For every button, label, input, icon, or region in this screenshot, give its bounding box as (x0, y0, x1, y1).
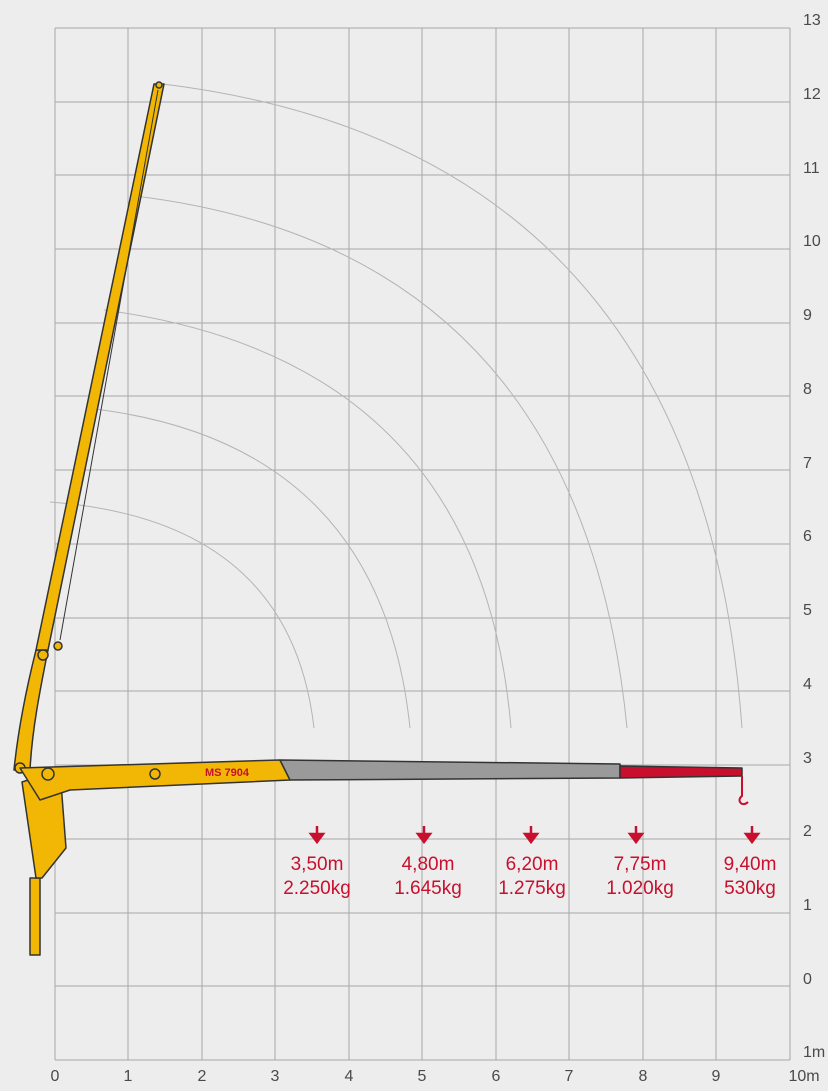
jib-extension (619, 765, 743, 779)
raised-boom-edge (59, 89, 159, 641)
y-tick: 8 (803, 381, 812, 398)
crane-model-label: MS 7904 (205, 767, 250, 779)
y-tick: 4 (803, 676, 812, 693)
main-boom-horizontal (19, 759, 291, 801)
capacity-arrow-icon (308, 826, 326, 845)
reach-arcs (49, 83, 743, 729)
x-tick: 1 (124, 1068, 133, 1085)
reach-arc-3 (103, 309, 512, 729)
capacity-load: 2.250kg (283, 878, 351, 899)
capacity-markers: 3,50m 2.250kg 4,80m 1.645kg 6,20m 1.275k… (283, 826, 776, 899)
y-tick: 9 (803, 307, 812, 324)
x-tick: 6 (492, 1068, 501, 1085)
crane-horizontal-boom (19, 759, 749, 879)
capacity-reach: 4,80m (402, 854, 455, 875)
x-tick: 8 (639, 1068, 648, 1085)
capacity-reach: 6,20m (506, 854, 559, 875)
capacity-load: 1.020kg (606, 878, 674, 899)
joint (41, 767, 55, 781)
x-tick: 7 (565, 1068, 574, 1085)
x-axis-ticks: 0 1 2 3 4 5 6 7 8 9 10m (51, 1068, 820, 1085)
reach-arc-5 (162, 83, 743, 729)
capacity-reach: 9,40m (724, 854, 777, 875)
y-tick: 3 (803, 750, 812, 767)
y-tick: 7 (803, 455, 812, 472)
y-axis-ticks: 1m 0 1 2 3 4 5 6 7 8 9 10 11 12 13 (803, 12, 825, 1061)
x-tick: 10m (788, 1068, 819, 1085)
column (29, 877, 41, 956)
y-tick: 10 (803, 233, 821, 250)
joint (149, 768, 161, 780)
hook (738, 776, 749, 806)
x-tick: 4 (345, 1068, 354, 1085)
capacity-reach: 3,50m (291, 854, 344, 875)
capacity-arrow-icon (743, 826, 761, 845)
telescopic-sections (279, 759, 621, 781)
x-tick: 5 (418, 1068, 427, 1085)
capacity-load: 530kg (724, 878, 776, 899)
x-tick: 3 (271, 1068, 280, 1085)
joint (53, 641, 63, 651)
x-tick: 2 (198, 1068, 207, 1085)
y-tick: 1m (803, 1044, 825, 1061)
y-tick: 6 (803, 528, 812, 545)
boom-tip (155, 81, 163, 89)
grid (54, 27, 791, 1061)
y-tick: 0 (803, 971, 812, 988)
joint (37, 649, 49, 661)
reach-arc-4 (134, 195, 628, 729)
crane-raised-boom (13, 81, 165, 956)
x-tick: 0 (51, 1068, 60, 1085)
capacity-arrow-icon (627, 826, 645, 845)
reach-arc-1 (49, 501, 315, 729)
capacity-load: 1.275kg (498, 878, 566, 899)
capacity-arrow-icon (522, 826, 540, 845)
y-tick: 2 (803, 823, 812, 840)
y-tick: 5 (803, 602, 812, 619)
capacity-load: 1.645kg (394, 878, 462, 899)
y-tick: 11 (803, 160, 820, 177)
reach-arc-2 (85, 407, 411, 729)
x-tick: 9 (712, 1068, 721, 1085)
y-tick: 13 (803, 12, 821, 29)
y-tick: 1 (803, 897, 812, 914)
capacity-arrow-icon (415, 826, 433, 845)
capacity-reach: 7,75m (614, 854, 667, 875)
y-tick: 12 (803, 86, 821, 103)
